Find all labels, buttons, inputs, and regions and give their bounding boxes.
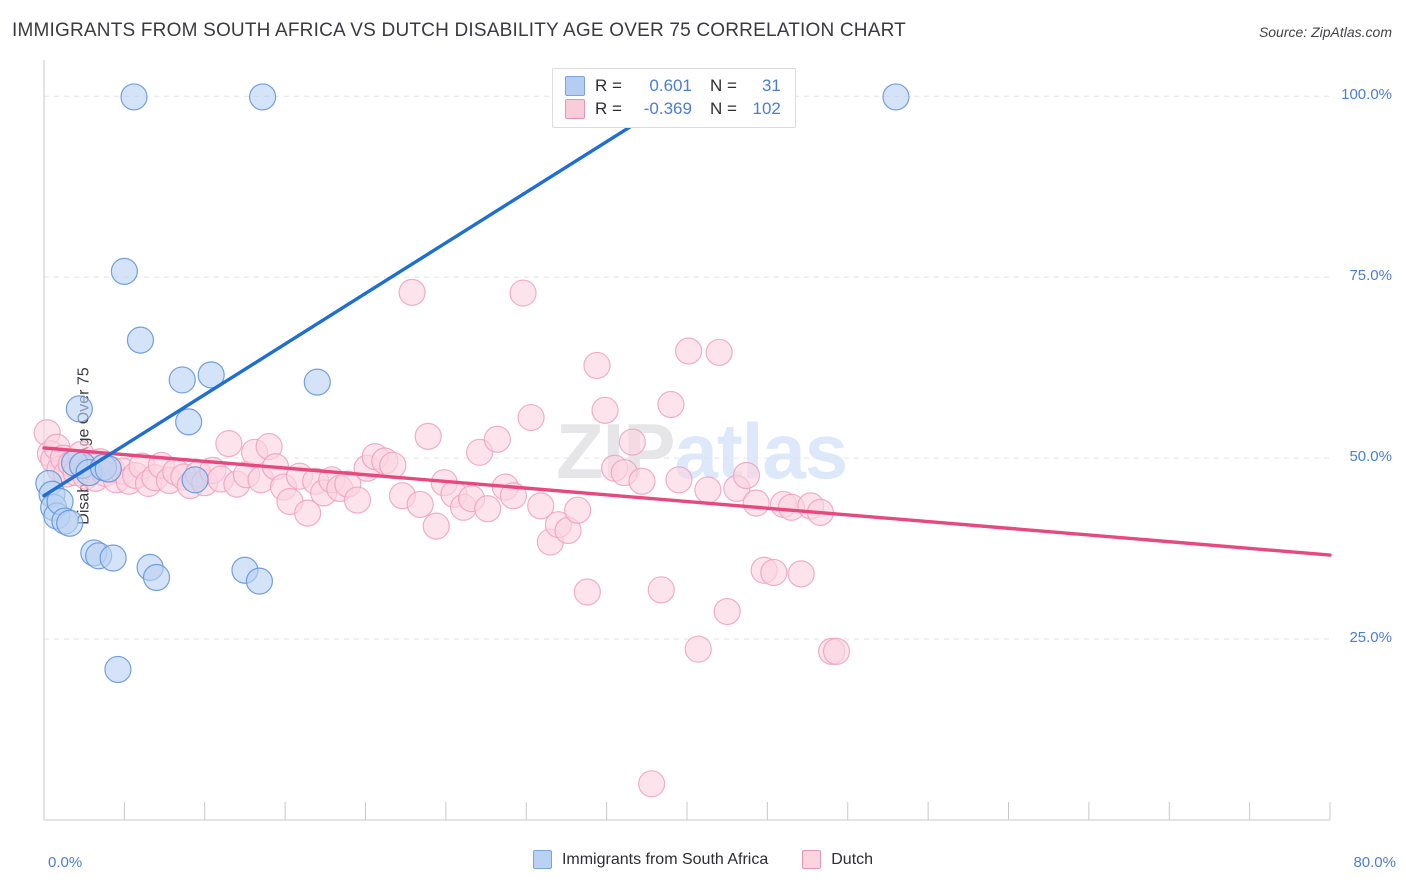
data-point	[705, 338, 733, 367]
data-point	[303, 368, 331, 396]
r-value: -0.369	[643, 99, 692, 118]
data-point	[628, 467, 656, 495]
legend-item-dutch[interactable]: Dutch	[802, 850, 873, 869]
data-point	[99, 544, 127, 572]
data-point	[787, 560, 815, 588]
legend-label-dutch: Dutch	[831, 850, 874, 868]
data-point	[583, 351, 611, 380]
data-point	[181, 466, 209, 494]
stats-row-immigrants: R = 0.601 N = 31	[565, 76, 781, 96]
data-point	[343, 486, 372, 514]
data-point	[675, 337, 703, 365]
y-axis-tick-label: 25.0%	[1349, 629, 1392, 647]
data-point	[638, 770, 666, 798]
data-point	[732, 461, 761, 490]
data-point	[249, 83, 277, 111]
blue-swatch-icon	[532, 850, 552, 869]
data-point	[406, 490, 434, 519]
pink-swatch-icon	[565, 99, 585, 119]
data-point	[483, 425, 511, 453]
data-point	[142, 563, 171, 592]
y-axis-tick-label: 75.0%	[1349, 267, 1392, 285]
source-attribution: Source: ZipAtlas.com	[1258, 24, 1392, 40]
r-label: R =	[595, 99, 622, 118]
pink-swatch-icon	[802, 850, 822, 869]
data-point	[56, 509, 84, 537]
x-axis-ticks	[43, 802, 1331, 820]
data-point	[110, 257, 138, 285]
data-point	[104, 655, 132, 684]
immigrants-points	[35, 83, 910, 684]
x-axis-min-label: 0.0%	[48, 854, 83, 871]
n-value: 102	[752, 99, 781, 118]
series-legend: Immigrants from South Africa Dutch	[0, 850, 1406, 869]
data-point	[573, 578, 601, 606]
data-point	[414, 422, 442, 450]
dutch-trendline	[42, 446, 1332, 557]
y-axis-tick-label: 50.0%	[1349, 448, 1392, 466]
data-point	[294, 499, 322, 527]
y-axis-tick-label: 100.0%	[1341, 86, 1392, 104]
plot-area	[33, 60, 1332, 821]
data-point	[517, 403, 545, 432]
data-point	[120, 83, 148, 111]
data-point	[665, 466, 693, 494]
legend-item-immigrants[interactable]: Immigrants from South Africa	[532, 850, 769, 869]
x-axis-max-label: 80.0%	[1353, 854, 1396, 871]
data-point	[474, 495, 502, 523]
n-label: N =	[709, 99, 737, 118]
data-point	[564, 496, 592, 524]
data-point	[422, 512, 450, 540]
data-point	[398, 278, 426, 306]
data-point	[379, 451, 407, 479]
immigrants-trendline	[42, 69, 721, 498]
data-point	[742, 489, 770, 517]
data-point	[591, 396, 619, 424]
data-point	[694, 476, 722, 504]
data-point	[126, 326, 155, 354]
stats-row-dutch: R = -0.369 N = 102	[565, 99, 781, 119]
r-label: R =	[595, 76, 622, 95]
legend-label-immigrants: Immigrants from South Africa	[561, 850, 769, 868]
page-title: IMMIGRANTS FROM SOUTH AFRICA VS DUTCH DI…	[12, 20, 906, 41]
data-point	[509, 279, 537, 307]
blue-swatch-icon	[565, 76, 585, 96]
data-point	[713, 597, 741, 626]
data-point	[197, 361, 225, 389]
correlation-stats-legend: R = 0.601 N = 31 R = -0.369 N = 102	[552, 68, 796, 128]
scatter-svg	[33, 60, 1332, 821]
n-label: N =	[709, 76, 737, 95]
r-value: 0.601	[649, 76, 692, 95]
data-point	[65, 395, 93, 423]
n-value: 31	[761, 76, 781, 95]
data-point	[647, 576, 675, 604]
data-point	[245, 567, 274, 595]
data-point	[175, 408, 203, 436]
data-point	[822, 637, 851, 665]
trendlines	[42, 69, 1332, 557]
data-point	[882, 83, 910, 111]
data-point	[760, 558, 788, 587]
data-point	[215, 430, 243, 458]
dutch-points	[33, 278, 851, 798]
data-point	[618, 428, 646, 456]
data-point	[684, 635, 712, 663]
data-point	[527, 492, 555, 520]
data-point	[168, 366, 196, 394]
data-point	[657, 390, 685, 419]
gridlines	[44, 95, 1330, 640]
